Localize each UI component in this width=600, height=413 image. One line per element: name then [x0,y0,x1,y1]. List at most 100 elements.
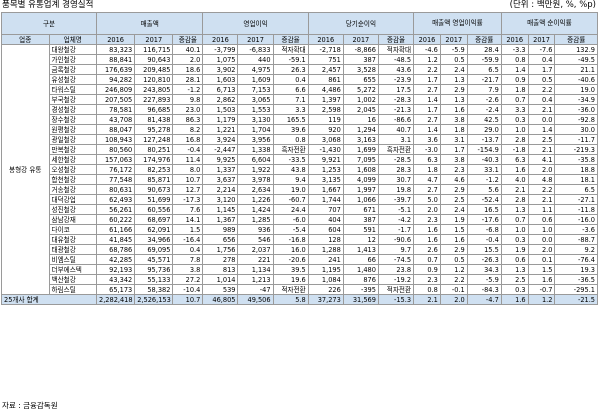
value-cell: 1.3 [439,94,468,105]
value-cell: -0.7 [527,284,556,295]
total-value-cell: 2.1 [413,294,441,305]
value-cell: -28.3 [377,94,415,105]
value-cell: 546 [237,234,274,245]
company-name-cell: 다이코 [48,224,98,235]
value-cell: 4,099 [342,174,379,185]
company-name-cell: 장수철강 [48,114,98,125]
company-name-cell: 성진철강 [48,204,98,215]
table-row: 장수철강 43,708 81,438 86.3 1,179 3,130 165.5 119 16… [2,114,598,125]
value-cell: 3,068 [307,134,344,145]
value-cell: -19.2 [377,274,415,285]
value-cell: 5.0 [413,194,441,205]
value-cell: 2.0 [413,204,441,215]
value-cell: 4,486 [307,84,344,95]
value-cell: 2,634 [237,184,274,195]
value-cell: -2,447 [202,144,239,155]
total-value-cell: 10.7 [172,294,204,305]
value-cell: 21.1 [554,64,598,75]
value-cell: 1.0 [500,224,529,235]
value-cell: 3,978 [237,174,274,185]
table-row: 만복철강 80,560 80,251 -0.4 -2,447 1,338 흑자전환 -1,43… [2,144,598,155]
total-value-cell: 5.8 [272,294,309,305]
value-cell: 2.7 [413,114,441,125]
value-cell: 1,744 [307,194,344,205]
value-cell: 2,862 [202,94,239,105]
value-cell: 41,845 [96,234,136,245]
value-cell: 적자전환 [377,284,415,295]
value-cell: -59.9 [466,54,502,65]
value-cell: 7.9 [466,84,502,95]
value-cell: 1,338 [237,144,274,155]
value-cell: 1.4 [413,94,441,105]
value-cell: 16.8 [172,134,204,145]
value-cell: 1,609 [237,74,274,85]
value-cell: 813 [202,264,239,275]
subheader-cell: 2017 [342,34,379,45]
company-name-cell: 타워스틸 [48,84,98,95]
subheader-cell: 증감율 [272,34,309,45]
company-name-cell: 백산철강 [48,274,98,285]
value-cell: 165.5 [272,114,309,125]
value-cell: 19.3 [554,264,598,275]
value-cell: 2.1 [527,144,556,155]
value-cell: 43.8 [272,164,309,175]
value-cell: 81,438 [134,114,174,125]
value-cell: 42,285 [96,254,136,265]
value-cell: 1,221 [202,124,239,135]
value-cell: -40.3 [466,154,502,165]
value-cell: 861 [307,74,344,85]
value-cell: 1.1 [527,204,556,215]
value-cell: -59.1 [272,54,309,65]
value-cell: 0.4 [272,74,309,85]
value-cell: 80,631 [96,184,136,195]
subheader-cell: 2017 [237,34,274,45]
value-cell: 120,810 [134,74,174,85]
value-cell: 2.1 [500,184,529,195]
value-cell: 1,756 [202,244,239,255]
value-cell: 3,637 [202,174,239,185]
value-cell: 1,014 [202,274,239,285]
value-cell: 0.7 [413,254,441,265]
value-cell: -17.3 [172,194,204,205]
value-cell: 4,975 [237,64,274,75]
value-cell: -16.0 [554,214,598,225]
value-cell: 1.6 [439,234,468,245]
value-cell: 9.7 [377,244,415,255]
header-operating-margin: 매출액 영업이익률 [413,12,502,35]
value-cell: 176,639 [96,64,136,75]
value-cell: 3,163 [342,134,379,145]
value-cell: 적자확대 [272,44,309,55]
table-row: 대덕강업 62,493 51,699 -17.3 3,120 1,226 -60.7 1,74… [2,194,598,205]
company-name-cell: 유성철강 [48,74,98,85]
value-cell: 95,278 [134,124,174,135]
value-cell: -16.4 [172,234,204,245]
header-sales: 매출액 [96,12,204,35]
value-cell: 2,045 [342,104,379,115]
header-net-margin: 매출액 순이익률 [500,12,599,35]
value-cell: 80,560 [96,144,136,155]
value-cell: -219.3 [554,144,598,155]
value-cell: -6.0 [272,214,309,225]
value-cell: 1,288 [307,244,344,255]
value-cell: -295.1 [554,284,598,295]
value-cell: 1.4 [527,124,556,135]
value-cell: 68,697 [134,214,174,225]
value-cell: 5,272 [342,84,379,95]
value-cell: -1.7 [377,224,415,235]
value-cell: 90,643 [134,54,174,65]
value-cell: 51,699 [134,194,174,205]
value-cell: 1.3 [500,204,529,215]
subheader-cell: 2016 [202,34,239,45]
value-cell: -21.7 [466,74,502,85]
value-cell: 243,805 [134,84,174,95]
total-value-cell: 49,506 [237,294,274,305]
value-cell: 2.0 [172,54,204,65]
value-cell: 1.0 [500,124,529,135]
value-cell: 1.4 [413,124,441,135]
value-cell: 2.2 [527,84,556,95]
value-cell: 2.4 [439,204,468,215]
value-cell: 989 [202,224,239,235]
value-cell: 0.4 [172,244,204,255]
value-cell: 6,713 [202,84,239,95]
value-cell: 1,145 [202,204,239,215]
